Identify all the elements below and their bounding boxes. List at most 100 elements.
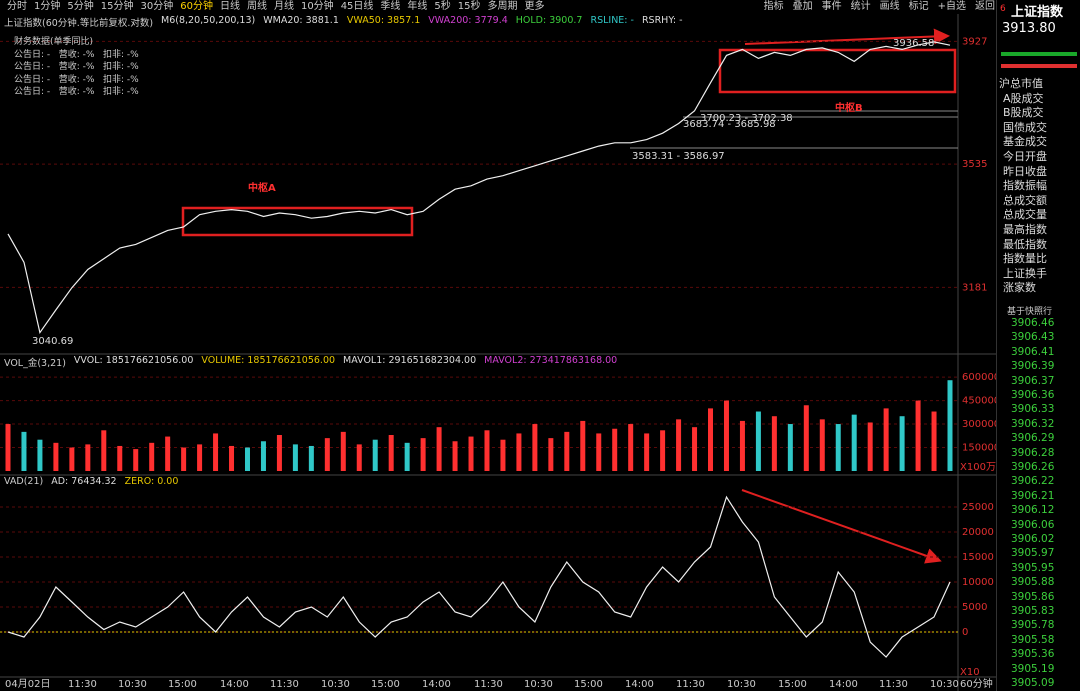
snapshot-price: 3905.78 [1011, 619, 1055, 632]
tool-button[interactable]: 指标 [763, 1, 784, 12]
volume-bar [213, 433, 219, 471]
y-tick-label: 25000 [962, 502, 994, 513]
price-line [7, 495, 951, 658]
period-label: 60分钟 [960, 677, 993, 690]
period-tab[interactable]: 年线 [407, 1, 428, 12]
period-tab[interactable]: 1分钟 [34, 1, 61, 12]
indicator-value: VWA200: 3779.4 [428, 15, 508, 26]
indicator-value: RSRHY: - [641, 15, 683, 26]
snapshot-price: 3906.32 [1011, 417, 1055, 430]
unit-label: X100万 [960, 462, 996, 473]
period-tab[interactable]: 更多 [524, 1, 545, 12]
annotation: 中枢B [835, 101, 863, 114]
period-tab[interactable]: 多周期 [487, 1, 518, 12]
tool-button[interactable]: 画线 [879, 1, 900, 12]
y-tick-label: 5000 [962, 602, 987, 613]
quote-item: 总成交量 [1003, 208, 1047, 222]
volume-bar [580, 420, 586, 471]
volume-bar [867, 422, 873, 471]
quote-item: A股成交 [1003, 91, 1044, 105]
volume-bar [324, 438, 330, 471]
period-tab[interactable]: 10分钟 [300, 1, 334, 12]
period-tab[interactable]: 60分钟 [180, 1, 213, 12]
quote-item: 今日开盘 [1003, 150, 1047, 163]
annotation: 3683.74 - 3685.98 [683, 119, 776, 130]
snapshot-price: 3906.28 [1011, 446, 1055, 459]
volume-bar [69, 447, 75, 471]
volume-bar [883, 408, 889, 471]
quote-item: 上证换手 [1003, 266, 1047, 280]
period-tab[interactable]: 5分钟 [67, 1, 94, 12]
snapshot-price: 3906.36 [1011, 389, 1055, 401]
volume-bar [899, 416, 905, 471]
annotation: 中枢A [248, 181, 276, 194]
time-label: 14:00 [220, 679, 249, 690]
chart-canvas: 318135353927150000300000450000600000X100… [0, 14, 996, 691]
period-tab[interactable]: 月线 [273, 1, 294, 12]
period-tab[interactable]: 15分钟 [100, 1, 134, 12]
period-tab[interactable]: 日线 [219, 1, 240, 12]
snapshot-price: 3905.19 [1011, 662, 1055, 675]
time-label: 10:30 [118, 679, 147, 690]
y-tick-label: 10000 [962, 577, 994, 588]
volume-bar [356, 444, 362, 471]
volume-bar [644, 433, 650, 471]
indicator-value: AD: 76434.32 [51, 476, 117, 487]
indicator-value: RSLINE: - [590, 15, 634, 26]
annotation: 3583.31 - 3586.97 [632, 151, 725, 162]
indicator-value: M6(8,20,50,200,13) [161, 15, 256, 26]
y-tick-label: 600000 [962, 372, 996, 383]
tool-button[interactable]: 返回 [975, 1, 995, 12]
tool-button[interactable]: 叠加 [792, 1, 813, 12]
period-tab[interactable]: 5秒 [434, 1, 451, 12]
volume-bar [739, 420, 745, 471]
trend-arrow [744, 28, 950, 45]
tool-button[interactable]: 标记 [908, 1, 929, 12]
unit-label: X10 [960, 667, 980, 678]
period-tab[interactable]: 分时 [7, 1, 27, 12]
y-tick-label: 20000 [962, 527, 994, 538]
time-label: 15:00 [168, 679, 197, 690]
snapshot-price: 3906.37 [1011, 374, 1055, 387]
time-label: 10:30 [321, 679, 350, 690]
annotation: 3040.69 [32, 336, 73, 347]
volume-bar [197, 444, 203, 471]
time-label: 10:30 [727, 679, 756, 690]
sidebar: 6 上证指数 3913.80 基于快照行 沪总市值 A股成交 B股成交 国债成交 基金成… [996, 0, 1080, 691]
snapshot-price: 3906.43 [1011, 331, 1055, 344]
volume-bar [276, 435, 282, 471]
snapshot-price: 3905.95 [1011, 561, 1055, 574]
period-tab[interactable]: 30分钟 [140, 1, 174, 12]
period-tab[interactable]: 周线 [246, 1, 267, 12]
tool-button[interactable]: 统计 [850, 1, 871, 12]
volume-bar [404, 442, 410, 471]
y-tick-label: 0 [962, 627, 968, 638]
volume-bar [516, 433, 522, 471]
snapshot-price: 3905.88 [1011, 576, 1055, 589]
indicator-value: VWA50: 3857.1 [346, 15, 421, 26]
snapshot-price: 3905.97 [1011, 547, 1055, 560]
indicator-value: ZERO: 0.00 [124, 476, 179, 487]
snapshot-price: 3906.29 [1011, 432, 1055, 445]
tool-button[interactable]: 事件 [821, 1, 842, 12]
sell-bar [1001, 64, 1077, 68]
snapshot-price: 3906.33 [1011, 403, 1055, 416]
volume-bar [181, 447, 187, 471]
time-label: 04月02日 [5, 678, 50, 690]
tool-button[interactable]: +自选 [937, 1, 966, 12]
toolbar: 分时 1分钟 5分钟 15分钟 30分钟 60分钟 日线 周线 月线 10分钟 45日线 季线 年线 5秒… [0, 0, 995, 14]
snapshot-price: 3905.36 [1011, 648, 1055, 661]
period-tab[interactable]: 45日线 [340, 1, 374, 12]
volume-bar [755, 411, 761, 471]
volume-bar [612, 428, 618, 471]
pivot-box [718, 48, 957, 94]
stock-name: 上证指数 [1011, 5, 1064, 20]
snapshot-price: 3905.83 [1011, 605, 1055, 617]
period-tab[interactable]: 15秒 [457, 1, 481, 12]
quote-item: 沪总市值 [999, 77, 1043, 90]
volume-bar [771, 416, 777, 471]
snapshot-price: 3905.09 [1011, 677, 1055, 689]
snapshot-price: 3906.22 [1011, 475, 1055, 488]
volume-bar [101, 430, 107, 471]
period-tab[interactable]: 季线 [380, 1, 401, 12]
